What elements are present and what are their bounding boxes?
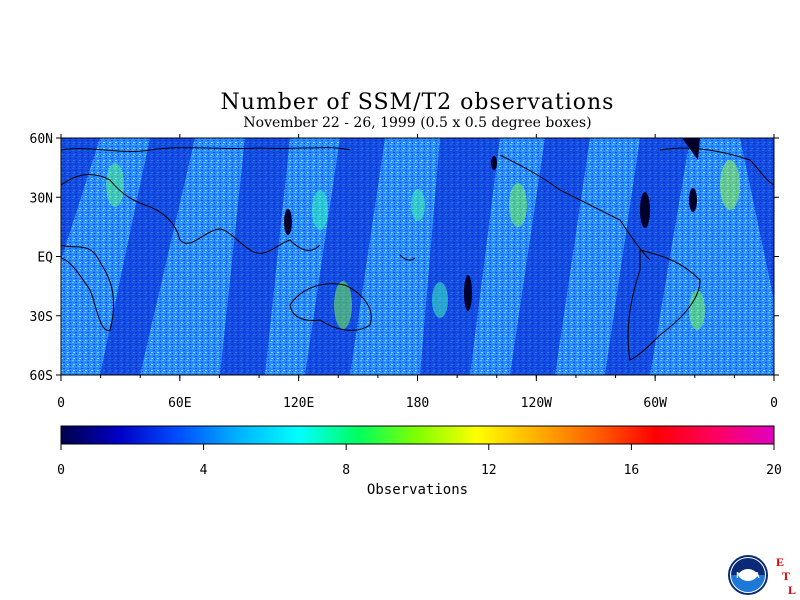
lat-label: EQ	[37, 251, 53, 266]
colorbar-tick-label: 20	[766, 463, 782, 478]
lat-label: 30N	[30, 191, 53, 206]
latitude-axis: 60N 30N EQ 30S 60S	[30, 132, 779, 384]
map-title: Number of SSM/T2 observations	[220, 90, 615, 115]
lon-label: 180	[406, 396, 429, 411]
colorbar-tick-label: 12	[481, 463, 497, 478]
colorbar-tick-label: 0	[57, 463, 65, 478]
etl-letter-t: T	[782, 569, 790, 583]
lat-label: 60S	[30, 369, 53, 384]
lat-label: 60N	[30, 132, 53, 147]
colorbar-tick-label: 16	[624, 463, 640, 478]
etl-letter-e: E	[776, 555, 784, 569]
colorbar-label: Observations	[366, 482, 469, 498]
lon-label: 120E	[283, 396, 314, 411]
lon-label: 0	[770, 396, 778, 411]
lon-label: 60E	[168, 396, 191, 411]
colorbar-tick-label: 4	[200, 463, 208, 478]
noaa-logo-icon: NOAA E T L	[728, 555, 796, 597]
lat-label: 30S	[30, 310, 53, 325]
coastlines	[60, 147, 775, 361]
map-subtitle: November 22 - 26, 1999 (0.5 x 0.5 degree…	[243, 115, 592, 131]
lon-label: 0	[57, 396, 65, 411]
colorbar: 0 4 8 12 16 20	[57, 425, 782, 478]
etl-letter-l: L	[788, 583, 796, 597]
colorbar-tick-label: 8	[342, 463, 350, 478]
noaa-logo-text: NOAA	[736, 571, 760, 580]
high-count-bands	[106, 160, 740, 330]
longitude-axis: 0 60E 120E 180 120W 60W 0	[57, 134, 778, 411]
lon-label: 120W	[521, 396, 552, 411]
lon-label: 60W	[643, 396, 667, 411]
observation-field	[60, 137, 775, 376]
colorbar-gradient	[60, 425, 775, 445]
colorbar-ticks: 0 4 8 12 16 20	[57, 444, 782, 478]
data-gaps	[284, 138, 700, 311]
